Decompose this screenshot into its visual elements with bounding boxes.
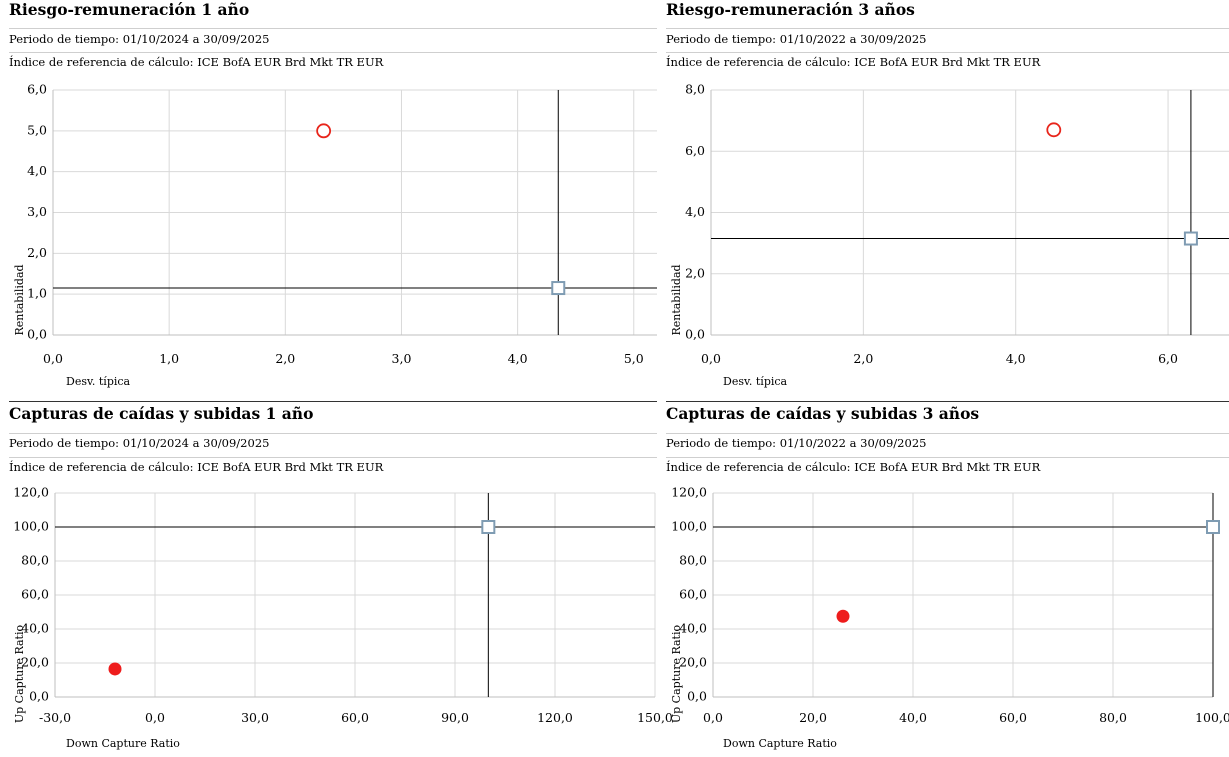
y-tick-label: 120,0 — [671, 485, 707, 500]
divider — [666, 28, 1229, 29]
scatter-chart-risk-3y: 0,0 2,0 4,0 6,0 8,0 0,0 2,0 4,0 6,0 Desv. típica R… — [670, 82, 1229, 388]
divider — [9, 457, 657, 458]
benchmark-marker-square — [551, 281, 566, 296]
y-tick-label: 40,0 — [21, 621, 49, 636]
divider — [666, 433, 1229, 434]
benchmark-point — [1183, 231, 1198, 246]
x-tick-label: 40,0 — [899, 710, 927, 725]
fund-point — [316, 123, 332, 139]
benchmark-text: Índice de referencia de cálculo: ICE Bof… — [666, 460, 1041, 474]
y-tick-label: 120,0 — [13, 485, 49, 500]
y-tick-label: 40,0 — [679, 621, 707, 636]
y-tick-label: 3,0 — [27, 204, 47, 219]
section-divider — [666, 401, 1229, 402]
scatter-chart-risk-1y: 0,0 1,0 2,0 3,0 4,0 5,0 6,0 0,0 1,0 2,0 3,0 4,0 5,0 D… — [13, 82, 657, 388]
y-tick-label: 100,0 — [13, 519, 49, 534]
fund-point — [108, 662, 122, 676]
y-tick-label: 0,0 — [687, 689, 707, 704]
divider — [9, 433, 657, 434]
x-axis-label: Down Capture Ratio — [66, 737, 180, 750]
divider — [666, 52, 1229, 53]
x-tick-label: 1,0 — [159, 351, 179, 366]
benchmark-text: Índice de referencia de cálculo: ICE Bof… — [666, 55, 1041, 69]
y-tick-label: 1,0 — [27, 286, 47, 301]
chart-title: Riesgo-remuneración 1 año — [9, 0, 250, 19]
y-tick-label: 20,0 — [679, 655, 707, 670]
y-tick-label: 60,0 — [679, 587, 707, 602]
x-tick-label: 2,0 — [275, 351, 295, 366]
x-axis-label: Down Capture Ratio — [723, 737, 837, 750]
y-tick-label: 0,0 — [685, 327, 705, 342]
chart-title: Capturas de caídas y subidas 3 años — [666, 404, 980, 423]
y-tick-label: 2,0 — [685, 265, 705, 280]
chart-panel-capture-3y: Capturas de caídas y subidas 3 años Peri… — [666, 404, 1229, 757]
y-tick-label: 80,0 — [21, 553, 49, 568]
chart-panel-capture-1y: Capturas de caídas y subidas 1 año Perio… — [9, 404, 673, 757]
y-axis-label: Rentabilidad — [670, 264, 683, 335]
x-tick-label: 100,0 — [1195, 710, 1229, 725]
benchmark-point — [551, 281, 566, 296]
scatter-chart-capture-1y: 0,0 20,0 40,0 60,0 80,0 100,0 120,0 -30,0 0,0 30,… — [13, 485, 673, 751]
y-axis-label: Up Capture Ratio — [670, 624, 683, 723]
x-tick-label: 60,0 — [341, 710, 369, 725]
x-axis-label: Desv. típica — [723, 375, 788, 388]
period-text: Periodo de tiempo: 01/10/2022 a 30/09/20… — [666, 32, 927, 46]
y-tick-label: 100,0 — [671, 519, 707, 534]
divider — [9, 52, 657, 53]
x-tick-label: -30,0 — [39, 710, 71, 725]
x-axis-label: Desv. típica — [66, 375, 131, 388]
benchmark-point — [1206, 520, 1220, 534]
x-tick-label: 0,0 — [703, 710, 723, 725]
x-tick-label: 20,0 — [799, 710, 827, 725]
x-tick-label: 6,0 — [1158, 351, 1178, 366]
x-tick-label: 5,0 — [624, 351, 644, 366]
benchmark-marker-square — [1206, 520, 1220, 534]
divider — [666, 457, 1229, 458]
y-tick-label: 8,0 — [685, 82, 705, 97]
chart-panel-risk-3y: Riesgo-remuneración 3 años Periodo de ti… — [666, 0, 1229, 395]
benchmark-point — [481, 520, 496, 534]
x-tick-label: 80,0 — [1099, 710, 1127, 725]
y-tick-label: 6,0 — [685, 143, 705, 158]
x-tick-label: 30,0 — [241, 710, 269, 725]
benchmark-text: Índice de referencia de cálculo: ICE Bof… — [9, 55, 384, 69]
y-tick-label: 80,0 — [679, 553, 707, 568]
benchmark-marker-square — [481, 520, 496, 534]
x-tick-label: 4,0 — [508, 351, 528, 366]
section-divider — [9, 401, 657, 402]
fund-point — [836, 609, 850, 623]
benchmark-text: Índice de referencia de cálculo: ICE Bof… — [9, 460, 384, 474]
y-tick-label: 2,0 — [27, 245, 47, 260]
fund-point — [1046, 122, 1062, 138]
x-tick-label: 3,0 — [392, 351, 412, 366]
y-tick-label: 4,0 — [27, 163, 47, 178]
x-tick-label: 2,0 — [853, 351, 873, 366]
y-tick-label: 0,0 — [29, 689, 49, 704]
y-tick-label: 4,0 — [685, 204, 705, 219]
benchmark-marker-square — [1183, 231, 1198, 246]
y-axis-label: Rentabilidad — [13, 264, 26, 335]
x-tick-label: 4,0 — [1006, 351, 1026, 366]
x-tick-label: 0,0 — [43, 351, 63, 366]
x-tick-label: 90,0 — [441, 710, 469, 725]
x-tick-label: 0,0 — [701, 351, 721, 366]
x-tick-label: 60,0 — [999, 710, 1027, 725]
divider — [9, 28, 657, 29]
x-tick-label: 120,0 — [537, 710, 573, 725]
chart-title: Riesgo-remuneración 3 años — [666, 0, 915, 19]
y-tick-label: 0,0 — [27, 327, 47, 342]
period-text: Periodo de tiempo: 01/10/2024 a 30/09/20… — [9, 32, 270, 46]
period-text: Periodo de tiempo: 01/10/2022 a 30/09/20… — [666, 436, 927, 450]
y-tick-label: 6,0 — [27, 82, 47, 97]
scatter-chart-capture-3y: 0,0 20,0 40,0 60,0 80,0 100,0 120,0 0,0 20,0 40,0… — [670, 485, 1229, 751]
chart-panel-risk-1y: Riesgo-remuneración 1 año Periodo de tie… — [9, 0, 657, 395]
x-tick-label: 150,0 — [637, 710, 673, 725]
y-tick-label: 60,0 — [21, 587, 49, 602]
period-text: Periodo de tiempo: 01/10/2024 a 30/09/20… — [9, 436, 270, 450]
chart-title: Capturas de caídas y subidas 1 año — [9, 404, 314, 423]
x-tick-label: 0,0 — [145, 710, 165, 725]
y-tick-label: 20,0 — [21, 655, 49, 670]
y-axis-label: Up Capture Ratio — [13, 624, 26, 723]
y-tick-label: 5,0 — [27, 122, 47, 137]
